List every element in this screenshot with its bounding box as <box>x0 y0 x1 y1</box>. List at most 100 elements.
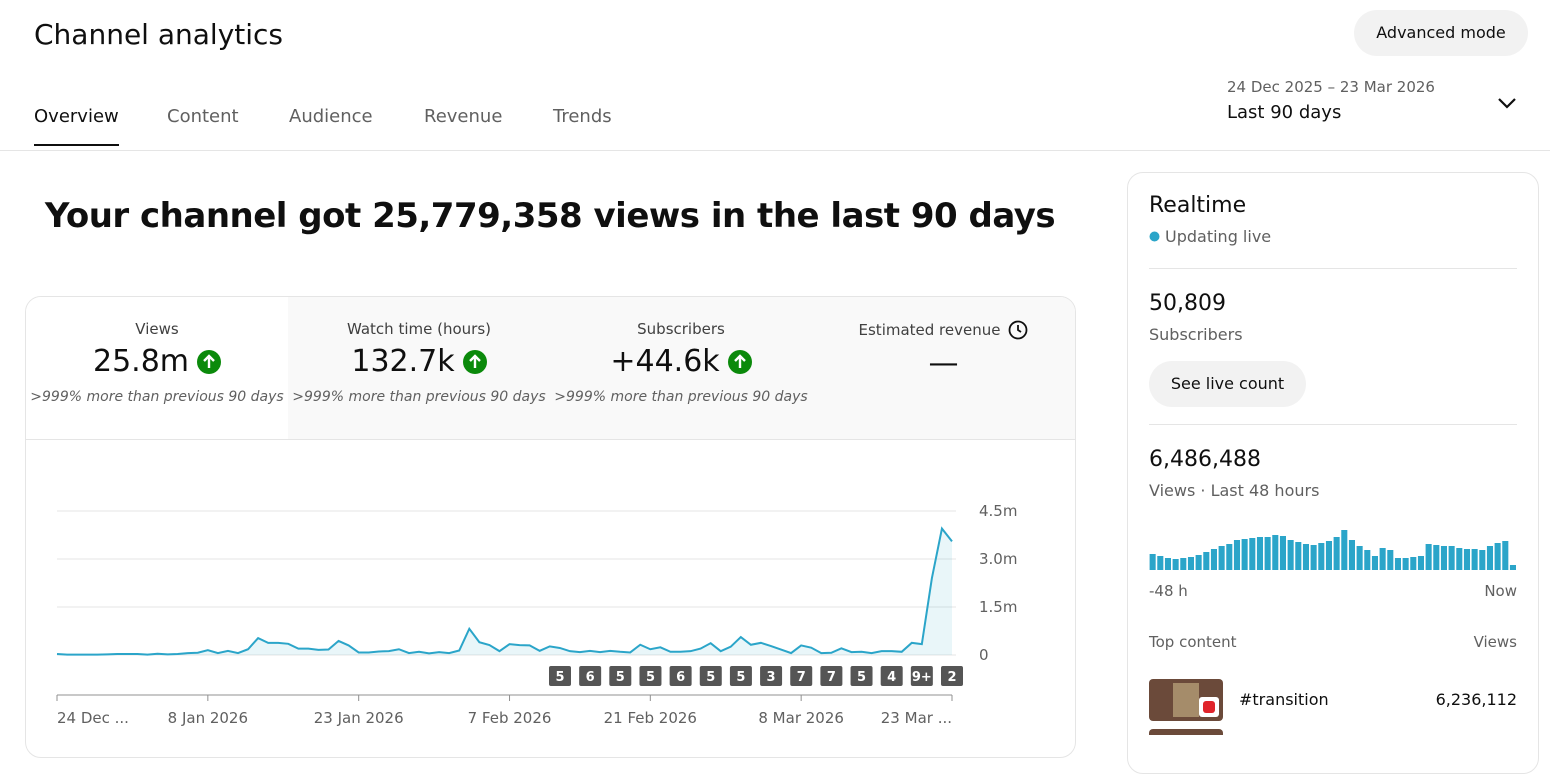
x-tick-label: -48 h <box>1149 582 1188 600</box>
annotation-badge <box>669 666 692 686</box>
separator <box>1149 424 1517 425</box>
bar <box>1172 559 1179 570</box>
metric-label: Watch time (hours) <box>346 320 491 338</box>
x-tick-label: 24 Dec ... <box>57 709 129 727</box>
tab[interactable]: Trends <box>553 106 612 127</box>
bar <box>1456 548 1463 570</box>
annotation-badge <box>941 666 963 686</box>
bar <box>1149 554 1156 570</box>
thumbnail[interactable] <box>1149 729 1223 735</box>
y-tick-label: 0 <box>979 646 989 664</box>
bar <box>1356 546 1363 570</box>
annotation-badge <box>729 666 752 686</box>
divider <box>0 150 1550 151</box>
dropdown-chevron[interactable] <box>1496 95 1518 113</box>
realtime-views-label: Views · Last 48 hours <box>1149 481 1320 500</box>
bar <box>1279 536 1286 570</box>
annotation-label: 4 <box>887 670 896 685</box>
bar <box>1394 558 1401 570</box>
y-tick-label: 1.5m <box>979 598 1017 616</box>
annotation-badge <box>549 666 571 686</box>
bar <box>1509 565 1516 570</box>
bar <box>1272 535 1279 570</box>
tab[interactable]: Audience <box>289 106 373 127</box>
bar <box>1402 558 1409 570</box>
bar <box>1479 550 1486 570</box>
metric-tile[interactable]: Views 25.8m >999% more than previous 90 … <box>26 297 289 439</box>
up-icon <box>727 349 752 374</box>
bar <box>1486 546 1493 570</box>
annotation-badge <box>699 666 722 686</box>
line <box>56 526 953 656</box>
bar <box>1433 545 1440 570</box>
annotation-label: 5 <box>555 670 564 685</box>
annotation-label: 5 <box>646 670 655 685</box>
x-tick-label: 8 Mar 2026 <box>758 709 844 727</box>
annotation-label: 5 <box>616 670 625 685</box>
annotation-label: 6 <box>676 670 685 685</box>
bar <box>1371 556 1378 570</box>
bar <box>1187 557 1194 570</box>
bar <box>1295 542 1302 570</box>
bar <box>1333 537 1340 570</box>
up-icon <box>197 349 222 374</box>
x-tick-label: 8 Jan 2026 <box>168 709 248 727</box>
bar <box>1364 550 1371 570</box>
bar <box>1325 541 1332 570</box>
bar <box>1502 541 1509 570</box>
annotation-badge <box>760 666 783 686</box>
bar <box>1164 558 1171 570</box>
annotation-badge <box>850 666 873 686</box>
bar <box>1410 557 1417 570</box>
tab[interactable]: Revenue <box>424 106 503 127</box>
page: Channel analytics Advanced mode Overview… <box>0 10 1550 774</box>
annotation-label: 7 <box>797 670 806 685</box>
annotation-label: 6 <box>586 670 595 685</box>
date-range-label[interactable]: Last 90 days <box>1227 102 1342 123</box>
page-title: Channel analytics <box>34 18 284 51</box>
annotation-badge <box>579 666 602 686</box>
headline: Your channel got 25,779,358 views in the… <box>44 196 1056 236</box>
separator <box>1149 268 1517 269</box>
bar <box>1241 539 1248 570</box>
bar <box>1233 540 1240 570</box>
top-content-views: 6,236,112 <box>1435 690 1517 709</box>
metric-change: >999% more than previous 90 days <box>30 389 284 405</box>
clock-icon <box>1009 320 1028 340</box>
metric-value: 25.8m <box>92 344 190 379</box>
tab[interactable]: Overview <box>34 106 119 146</box>
bar <box>1287 540 1294 570</box>
realtime-title: Realtime <box>1149 193 1247 218</box>
area-fill <box>57 528 952 655</box>
bar <box>1463 549 1470 570</box>
top-content-views-label: Views <box>1473 633 1517 651</box>
bar <box>1302 544 1309 570</box>
x-tick-label: 21 Feb 2026 <box>604 709 697 727</box>
x-tick-label: 23 Mar ... <box>881 709 952 727</box>
annotation-label: 5 <box>706 670 715 685</box>
bar <box>1203 552 1210 570</box>
bar <box>1440 546 1447 570</box>
x-tick-label: Now <box>1484 582 1517 600</box>
subscriber-count: 50,809 <box>1149 291 1226 316</box>
bar <box>1379 548 1386 570</box>
date-range-dates[interactable]: 24 Dec 2025 – 23 Mar 2026 <box>1227 78 1435 96</box>
metric-tile[interactable]: Estimated revenue — <box>812 297 1075 439</box>
metric-label: Estimated revenue <box>858 321 1001 339</box>
bar <box>1218 546 1225 570</box>
metric-tile[interactable]: Subscribers +44.6k >999% more than previ… <box>550 297 813 439</box>
thumbnail[interactable] <box>1149 679 1223 721</box>
top-content-title[interactable]: #transition <box>1239 690 1329 709</box>
metric-tile[interactable]: Watch time (hours) 132.7k >999% more tha… <box>288 297 551 439</box>
metrics-card: Views 25.8m >999% more than previous 90 … <box>25 296 1076 758</box>
annotation-label: 5 <box>736 670 745 685</box>
bar <box>1417 556 1424 570</box>
tab[interactable]: Content <box>167 106 239 127</box>
bar <box>1226 544 1233 570</box>
bar <box>1494 543 1501 570</box>
bar <box>1249 538 1256 570</box>
advanced-mode-button[interactable]: Advanced mode <box>1354 10 1528 56</box>
see-live-count-button[interactable]: See live count <box>1149 361 1306 407</box>
metric-change: >999% more than previous 90 days <box>554 389 808 405</box>
bar <box>1425 544 1432 570</box>
